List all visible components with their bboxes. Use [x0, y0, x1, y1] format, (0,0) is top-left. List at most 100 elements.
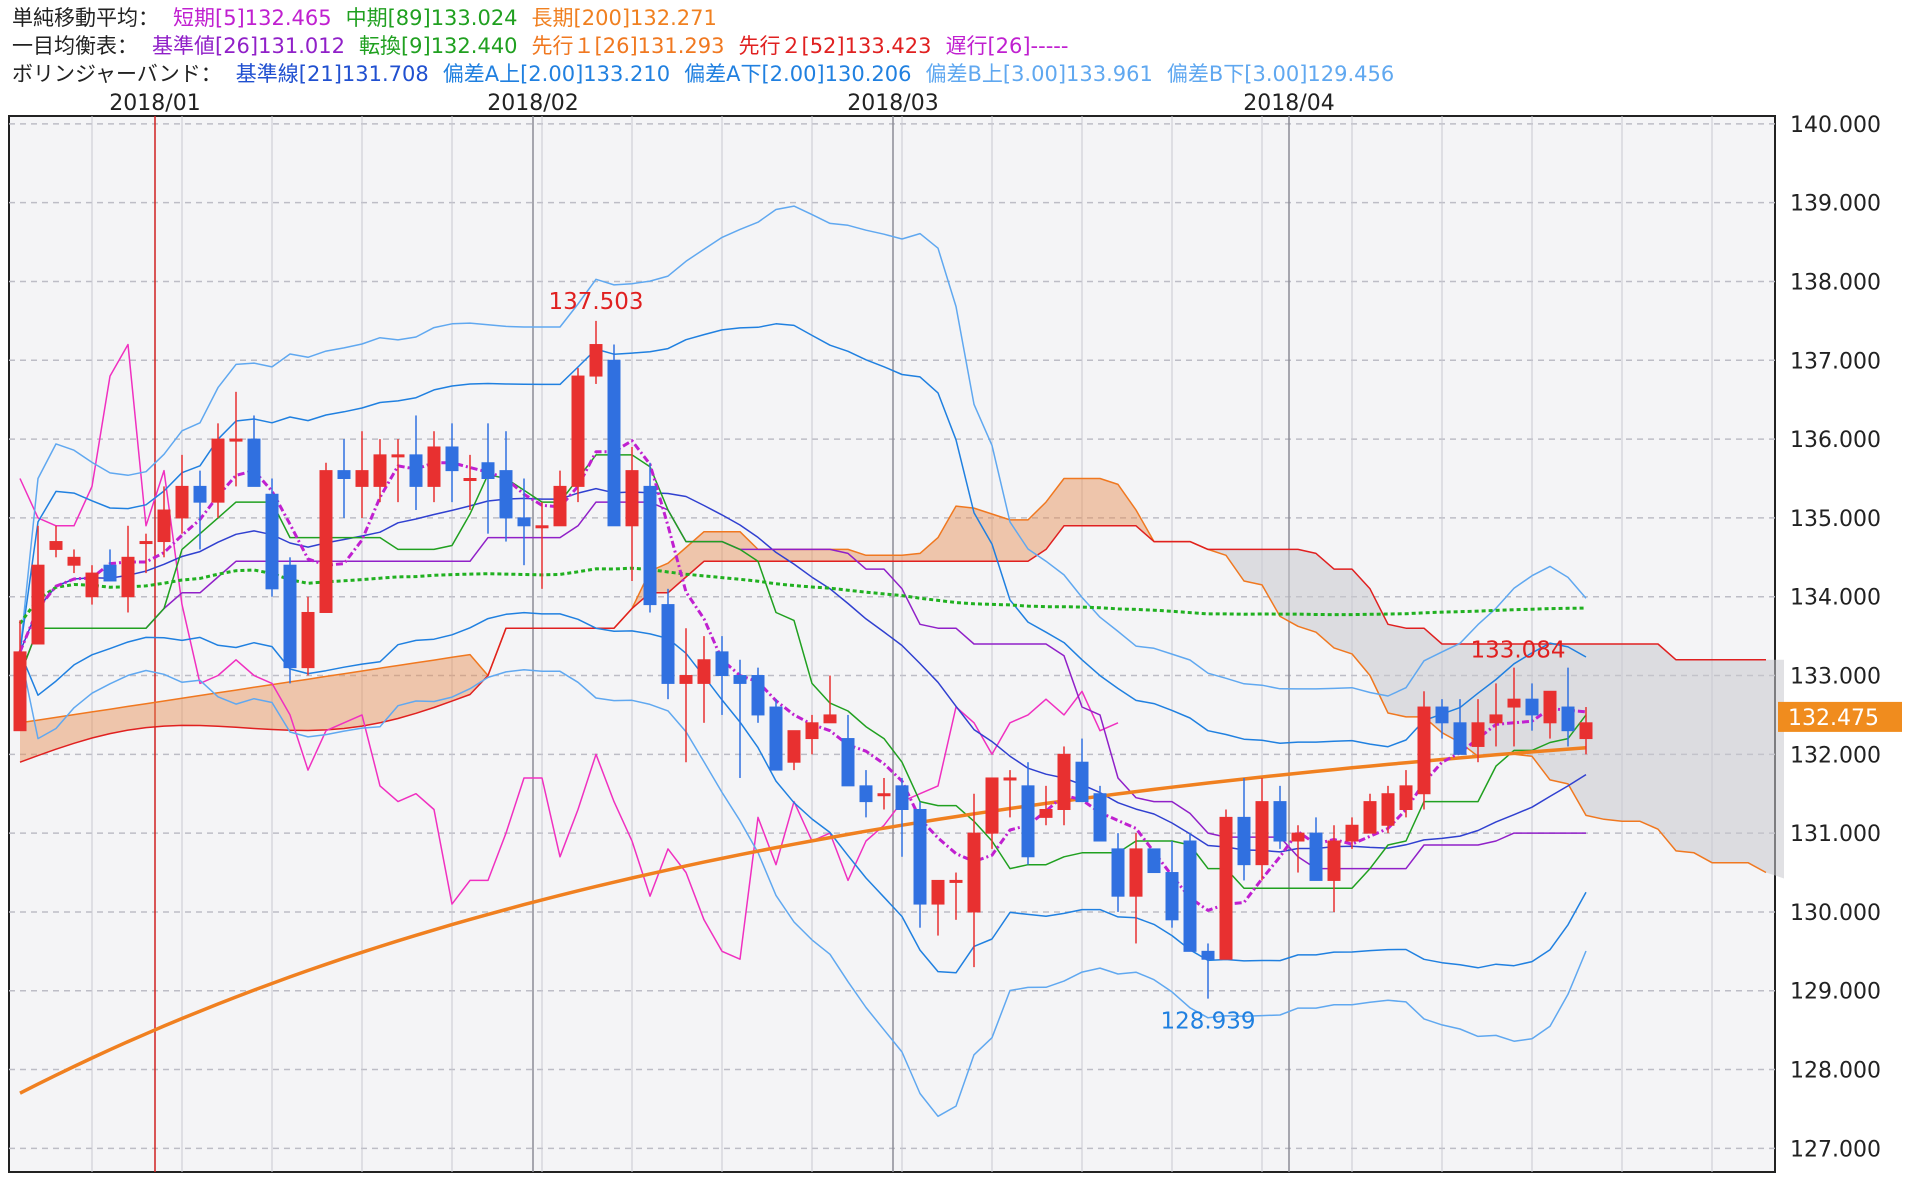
- candle-body: [769, 706, 783, 771]
- candle-body: [445, 446, 459, 472]
- y-tick-label: 129.000: [1790, 980, 1881, 1005]
- ichimoku-cloud-segment: [992, 513, 1010, 562]
- candle-body: [1093, 793, 1107, 842]
- candle-body: [589, 344, 603, 377]
- y-tick-label: 131.000: [1790, 822, 1881, 847]
- candle-body: [751, 675, 765, 716]
- candle-body: [1255, 801, 1269, 866]
- bb-lower2-value: 偏差A下[2.00]130.206: [684, 62, 912, 86]
- x-month-label: 2018/01: [109, 91, 200, 116]
- candle-body: [427, 446, 441, 487]
- ichimoku-cloud-segment: [146, 700, 164, 728]
- candle-body: [679, 675, 693, 684]
- ichimoku-cloud-segment: [866, 555, 884, 562]
- ichimoku-cloud-segment: [1262, 549, 1280, 617]
- ichimoku-cloud-segment: [938, 506, 956, 562]
- ichimoku-cloud-segment: [74, 711, 92, 744]
- ichimoku-cloud-segment: [1334, 569, 1352, 654]
- ichimoku-cloud-segment: [344, 670, 362, 729]
- candle-body: [895, 785, 909, 810]
- y-tick-label: 135.000: [1790, 507, 1881, 532]
- candle-body: [139, 541, 153, 545]
- ichimoku-cloud-segment: [1316, 553, 1334, 648]
- ichimoku-cloud-segment: [1586, 644, 1604, 820]
- x-month-label: 2018/02: [487, 91, 578, 116]
- ichimoku-cloud-segment: [794, 549, 812, 562]
- bollinger-legend-row: ボリンジャーバンド： 基準線[21]131.708 偏差A上[2.00]133.21…: [12, 60, 1902, 88]
- ichimoku-cloud-segment: [290, 679, 308, 731]
- candle-body: [175, 485, 189, 519]
- candle-body: [391, 454, 405, 458]
- candle-body: [463, 478, 477, 482]
- sma-mid-value: 中期[89]133.024: [345, 6, 518, 30]
- candle-body: [949, 879, 963, 883]
- ichimoku-cloud-segment: [884, 555, 902, 562]
- ichimoku-cloud-segment: [1082, 478, 1100, 526]
- candle-body: [1291, 832, 1305, 842]
- ichimoku-cloud-segment: [416, 660, 434, 714]
- candle-body: [607, 359, 621, 527]
- ichimoku-cloud-segment: [758, 549, 776, 562]
- candle-body: [409, 454, 423, 487]
- candle-body: [877, 793, 891, 797]
- ichimoku-cloud-segment: [308, 676, 326, 731]
- candle-body: [571, 375, 585, 487]
- candle-body: [301, 611, 315, 669]
- ichimoku-cloud-segment: [1676, 659, 1694, 853]
- ichimoku-cloud-segment: [1640, 644, 1658, 830]
- candle-body: [967, 832, 981, 913]
- candle-body: [625, 470, 639, 527]
- sma-short-value: 短期[5]132.465: [173, 6, 332, 30]
- ichimoku-cloud-segment: [1226, 549, 1244, 581]
- y-tick-label: 138.000: [1790, 270, 1881, 295]
- candle-body: [1219, 816, 1233, 960]
- ichimoku-cloud-segment: [380, 665, 398, 723]
- ichimoku-cloud-segment: [326, 673, 344, 730]
- ichimoku-cloud-segment: [776, 549, 794, 562]
- tenkan-value: 転換[9]132.440: [358, 34, 518, 58]
- y-tick-label: 132.000: [1790, 743, 1881, 768]
- candle-body: [319, 470, 333, 613]
- ichimoku-cloud-segment: [200, 692, 218, 727]
- candle-body: [733, 675, 747, 684]
- candle-body: [193, 485, 207, 503]
- candle-body: [1273, 801, 1287, 842]
- sma-title: 単純移動平均：: [12, 6, 159, 30]
- indicator-legend: 単純移動平均： 短期[5]132.465 中期[89]133.024 長期[200]1…: [12, 4, 1902, 88]
- candle-body: [1201, 950, 1215, 960]
- ichimoku-title: 一目均衡表：: [12, 34, 138, 58]
- ichimoku-cloud-segment: [1370, 588, 1388, 713]
- ichimoku-cloud-segment: [1118, 484, 1136, 526]
- ichimoku-cloud-segment: [128, 703, 146, 731]
- candle-body: [841, 738, 855, 787]
- ichimoku-cloud-segment: [1280, 549, 1298, 627]
- candle-body: [1381, 793, 1395, 826]
- senkou1-value: 先行１[26]131.293: [531, 34, 725, 58]
- senkou-span-2-line: [19, 525, 1766, 763]
- candle-body: [913, 808, 927, 905]
- bollinger-base-line: [19, 487, 1587, 853]
- ichimoku-cloud-segment: [1730, 659, 1748, 863]
- candle-body: [1471, 722, 1485, 747]
- kijun-value: 基準値[26]131.012: [152, 34, 345, 58]
- ichimoku-cloud-segment: [1244, 549, 1262, 585]
- candle-body: [85, 572, 99, 598]
- current-price-label: 132.475: [1788, 706, 1879, 731]
- candle-body: [49, 541, 63, 550]
- bb-base-value: 基準線[21]131.708: [235, 62, 429, 86]
- ichimoku-cloud-segment: [686, 531, 704, 578]
- candle-body: [1147, 848, 1161, 874]
- bollinger-upper-2-line: [19, 323, 1587, 748]
- candle-body: [517, 517, 531, 527]
- ichimoku-cloud-segment: [1010, 519, 1028, 562]
- ichimoku-cloud-segment: [668, 547, 686, 593]
- candle-body: [1507, 698, 1521, 708]
- candle-body: [1183, 840, 1197, 952]
- candle-body: [481, 462, 495, 480]
- ichimoku-cloud-segment: [1748, 659, 1766, 873]
- ichimoku-cloud-segment: [956, 506, 974, 562]
- candle-body: [337, 470, 351, 480]
- ichimoku-cloud-segment: [398, 662, 416, 719]
- ichimoku-cloud-segment: [1532, 644, 1550, 780]
- ichimoku-cloud-segment: [1604, 644, 1622, 822]
